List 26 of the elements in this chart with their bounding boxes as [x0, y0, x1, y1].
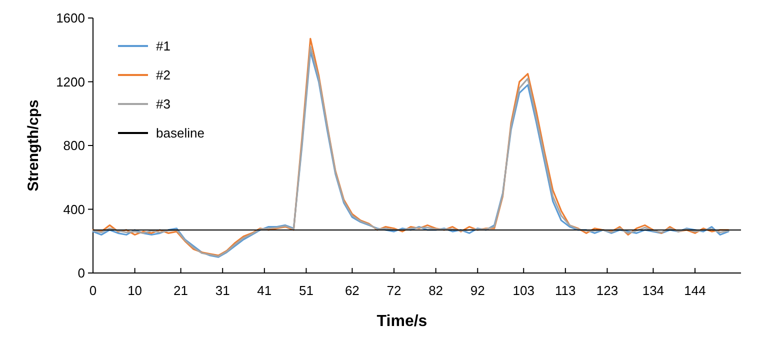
- x-tick-label: 41: [257, 283, 272, 298]
- x-tick-label: 51: [298, 283, 314, 298]
- x-axis-title: Time/s: [376, 313, 428, 330]
- x-tick-label: 72: [386, 283, 402, 298]
- y-tick-label: 800: [63, 138, 85, 154]
- x-tick-label: 31: [215, 283, 230, 298]
- y-tick-label: 0: [78, 266, 85, 281]
- x-tick-label: 103: [512, 283, 534, 298]
- legend-label: baseline: [156, 126, 204, 141]
- x-tick-label: 113: [555, 283, 576, 298]
- x-tick-label: 21: [174, 283, 188, 298]
- x-tick-label: 123: [596, 283, 618, 298]
- y-tick-label: 400: [63, 202, 85, 217]
- x-tick-label: 92: [470, 283, 485, 298]
- x-tick-label: 82: [428, 283, 444, 298]
- x-tick-label: 144: [684, 283, 706, 298]
- y-axis-title: Strength/cps: [25, 100, 42, 192]
- legend-label: #3: [156, 96, 170, 112]
- x-tick-label: 134: [642, 283, 664, 298]
- x-tick-label: 10: [128, 283, 142, 298]
- legend-label: #2: [156, 68, 170, 83]
- x-tick-label: 62: [344, 283, 360, 298]
- y-tick-label: 1600: [56, 10, 85, 26]
- y-tick-label: 1200: [56, 74, 85, 90]
- legend-label: #1: [156, 38, 170, 54]
- x-tick-label: 0: [89, 283, 97, 298]
